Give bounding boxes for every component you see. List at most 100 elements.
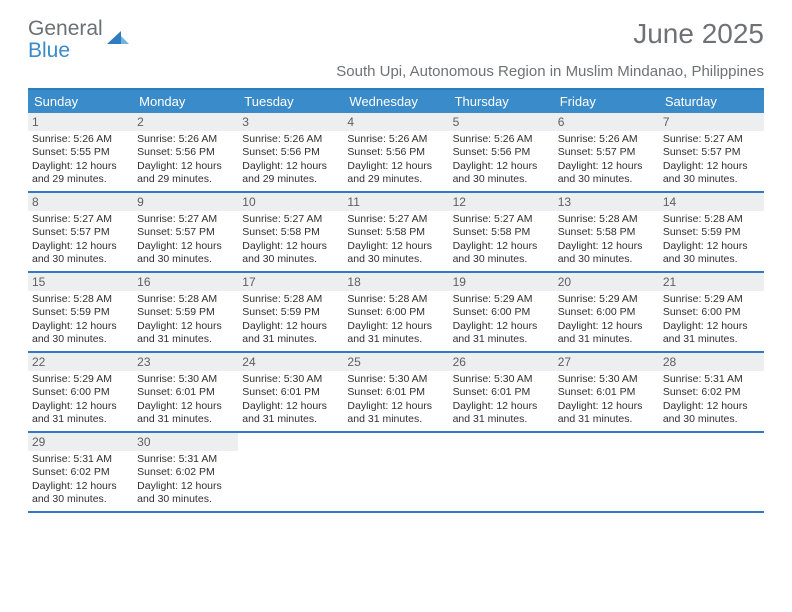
day-details: Sunrise: 5:28 AMSunset: 6:00 PMDaylight:… xyxy=(345,293,446,347)
calendar-cell: 6Sunrise: 5:26 AMSunset: 5:57 PMDaylight… xyxy=(554,113,659,191)
sunset-text: Sunset: 6:01 PM xyxy=(347,386,444,399)
sunrise-text: Sunrise: 5:28 AM xyxy=(32,293,129,306)
sunrise-text: Sunrise: 5:29 AM xyxy=(453,293,550,306)
day-number: 13 xyxy=(554,193,659,211)
day-details: Sunrise: 5:26 AMSunset: 5:56 PMDaylight:… xyxy=(345,133,446,187)
day-number: 14 xyxy=(659,193,764,211)
sunrise-text: Sunrise: 5:26 AM xyxy=(242,133,339,146)
daylight-text: Daylight: 12 hours and 31 minutes. xyxy=(663,320,760,347)
sunset-text: Sunset: 6:00 PM xyxy=(453,306,550,319)
sunset-text: Sunset: 6:01 PM xyxy=(558,386,655,399)
sunset-text: Sunset: 6:01 PM xyxy=(453,386,550,399)
day-details: Sunrise: 5:29 AMSunset: 6:00 PMDaylight:… xyxy=(661,293,762,347)
sunset-text: Sunset: 6:00 PM xyxy=(347,306,444,319)
day-number: 20 xyxy=(554,273,659,291)
week-row: 1Sunrise: 5:26 AMSunset: 5:55 PMDaylight… xyxy=(28,113,764,193)
daylight-text: Daylight: 12 hours and 30 minutes. xyxy=(663,240,760,267)
day-number: 15 xyxy=(28,273,133,291)
daylight-text: Daylight: 12 hours and 31 minutes. xyxy=(242,400,339,427)
day-number: 27 xyxy=(554,353,659,371)
calendar-cell: 20Sunrise: 5:29 AMSunset: 6:00 PMDayligh… xyxy=(554,273,659,351)
daylight-text: Daylight: 12 hours and 29 minutes. xyxy=(347,160,444,187)
daylight-text: Daylight: 12 hours and 30 minutes. xyxy=(137,240,234,267)
daylight-text: Daylight: 12 hours and 31 minutes. xyxy=(137,400,234,427)
sunset-text: Sunset: 5:57 PM xyxy=(32,226,129,239)
sunrise-text: Sunrise: 5:28 AM xyxy=(663,213,760,226)
day-number: 28 xyxy=(659,353,764,371)
daylight-text: Daylight: 12 hours and 29 minutes. xyxy=(137,160,234,187)
daylight-text: Daylight: 12 hours and 31 minutes. xyxy=(347,320,444,347)
sunset-text: Sunset: 5:59 PM xyxy=(663,226,760,239)
sunrise-text: Sunrise: 5:31 AM xyxy=(663,373,760,386)
daylight-text: Daylight: 12 hours and 31 minutes. xyxy=(347,400,444,427)
day-details: Sunrise: 5:27 AMSunset: 5:57 PMDaylight:… xyxy=(661,133,762,187)
week-row: 15Sunrise: 5:28 AMSunset: 5:59 PMDayligh… xyxy=(28,273,764,353)
sunset-text: Sunset: 6:01 PM xyxy=(137,386,234,399)
calendar-cell: 8Sunrise: 5:27 AMSunset: 5:57 PMDaylight… xyxy=(28,193,133,271)
weeks-container: 1Sunrise: 5:26 AMSunset: 5:55 PMDaylight… xyxy=(28,113,764,513)
logo-text: General Blue xyxy=(28,18,103,61)
day-header-wednesday: Wednesday xyxy=(343,90,448,113)
sunrise-text: Sunrise: 5:26 AM xyxy=(347,133,444,146)
sunset-text: Sunset: 6:02 PM xyxy=(663,386,760,399)
sunset-text: Sunset: 5:56 PM xyxy=(242,146,339,159)
logo-word-1: General xyxy=(28,17,103,40)
calendar-cell: 7Sunrise: 5:27 AMSunset: 5:57 PMDaylight… xyxy=(659,113,764,191)
sunset-text: Sunset: 5:55 PM xyxy=(32,146,129,159)
daylight-text: Daylight: 12 hours and 30 minutes. xyxy=(32,480,129,507)
calendar-cell: 12 Sunrise: 5:27 AMSunset: 5:58 PMDayligh… xyxy=(449,193,554,271)
sunrise-text: Sunrise: 5:28 AM xyxy=(558,213,655,226)
sunrise-text: Sunrise: 5:27 AM xyxy=(137,213,234,226)
calendar-cell: 13 Sunrise: 5:28 AMSunset: 5:58 PMDayligh… xyxy=(554,193,659,271)
calendar-cell: 19Sunrise: 5:29 AMSunset: 6:00 PMDayligh… xyxy=(449,273,554,351)
sunrise-text: Sunrise: 5:27 AM xyxy=(242,213,339,226)
day-details: Sunrise: 5:26 AMSunset: 5:56 PMDaylight:… xyxy=(240,133,341,187)
location-subtitle: South Upi, Autonomous Region in Muslim M… xyxy=(28,63,764,80)
sunrise-text: Sunrise: 5:29 AM xyxy=(663,293,760,306)
daylight-text: Daylight: 12 hours and 30 minutes. xyxy=(558,240,655,267)
sunset-text: Sunset: 5:59 PM xyxy=(242,306,339,319)
day-details: Sunrise: 5:26 AMSunset: 5:57 PMDaylight:… xyxy=(556,133,657,187)
daylight-text: Daylight: 12 hours and 31 minutes. xyxy=(242,320,339,347)
day-header-row: Sunday Monday Tuesday Wednesday Thursday… xyxy=(28,90,764,113)
calendar-cell: 5Sunrise: 5:26 AMSunset: 5:56 PMDaylight… xyxy=(449,113,554,191)
day-details: Sunrise: 5:28 AMSunset: 5:59 PMDaylight:… xyxy=(661,213,762,267)
day-header-sunday: Sunday xyxy=(28,90,133,113)
sunset-text: Sunset: 6:00 PM xyxy=(32,386,129,399)
day-header-tuesday: Tuesday xyxy=(238,90,343,113)
sunset-text: Sunset: 5:58 PM xyxy=(558,226,655,239)
sunrise-text: Sunrise: 5:28 AM xyxy=(242,293,339,306)
sunset-text: Sunset: 6:00 PM xyxy=(663,306,760,319)
daylight-text: Daylight: 12 hours and 31 minutes. xyxy=(137,320,234,347)
calendar-page: General Blue June 2025 South Upi, Autono… xyxy=(0,0,792,513)
sunset-text: Sunset: 5:56 PM xyxy=(137,146,234,159)
day-details: Sunrise: 5:26 AMSunset: 5:55 PMDaylight:… xyxy=(30,133,131,187)
calendar-cell xyxy=(449,433,554,511)
sunrise-text: Sunrise: 5:27 AM xyxy=(347,213,444,226)
day-number: 12 xyxy=(449,193,554,211)
day-details: Sunrise: 5:30 AMSunset: 6:01 PMDaylight:… xyxy=(451,373,552,427)
calendar-cell: 25Sunrise: 5:30 AMSunset: 6:01 PMDayligh… xyxy=(343,353,448,431)
sunset-text: Sunset: 5:57 PM xyxy=(558,146,655,159)
week-row: 29Sunrise: 5:31 AMSunset: 6:02 PMDayligh… xyxy=(28,433,764,513)
page-title: June 2025 xyxy=(633,18,764,50)
page-header: General Blue June 2025 xyxy=(28,18,764,61)
day-details: Sunrise: 5:27 AMSunset: 5:58 PMDaylight:… xyxy=(451,213,552,267)
sunrise-text: Sunrise: 5:27 AM xyxy=(663,133,760,146)
sunrise-text: Sunrise: 5:26 AM xyxy=(137,133,234,146)
day-number: 3 xyxy=(238,113,343,131)
calendar-cell: 27Sunrise: 5:30 AMSunset: 6:01 PMDayligh… xyxy=(554,353,659,431)
calendar-cell: 24Sunrise: 5:30 AMSunset: 6:01 PMDayligh… xyxy=(238,353,343,431)
day-details: Sunrise: 5:27 AMSunset: 5:58 PMDaylight:… xyxy=(240,213,341,267)
daylight-text: Daylight: 12 hours and 31 minutes. xyxy=(32,400,129,427)
day-header-thursday: Thursday xyxy=(449,90,554,113)
calendar-cell: 14 Sunrise: 5:28 AMSunset: 5:59 PMDayligh… xyxy=(659,193,764,271)
calendar-cell xyxy=(659,433,764,511)
calendar-cell: 2Sunrise: 5:26 AMSunset: 5:56 PMDaylight… xyxy=(133,113,238,191)
day-number: 5 xyxy=(449,113,554,131)
calendar-cell: 23Sunrise: 5:30 AMSunset: 6:01 PMDayligh… xyxy=(133,353,238,431)
sunrise-text: Sunrise: 5:29 AM xyxy=(32,373,129,386)
sunset-text: Sunset: 5:58 PM xyxy=(242,226,339,239)
day-number: 26 xyxy=(449,353,554,371)
daylight-text: Daylight: 12 hours and 30 minutes. xyxy=(663,160,760,187)
